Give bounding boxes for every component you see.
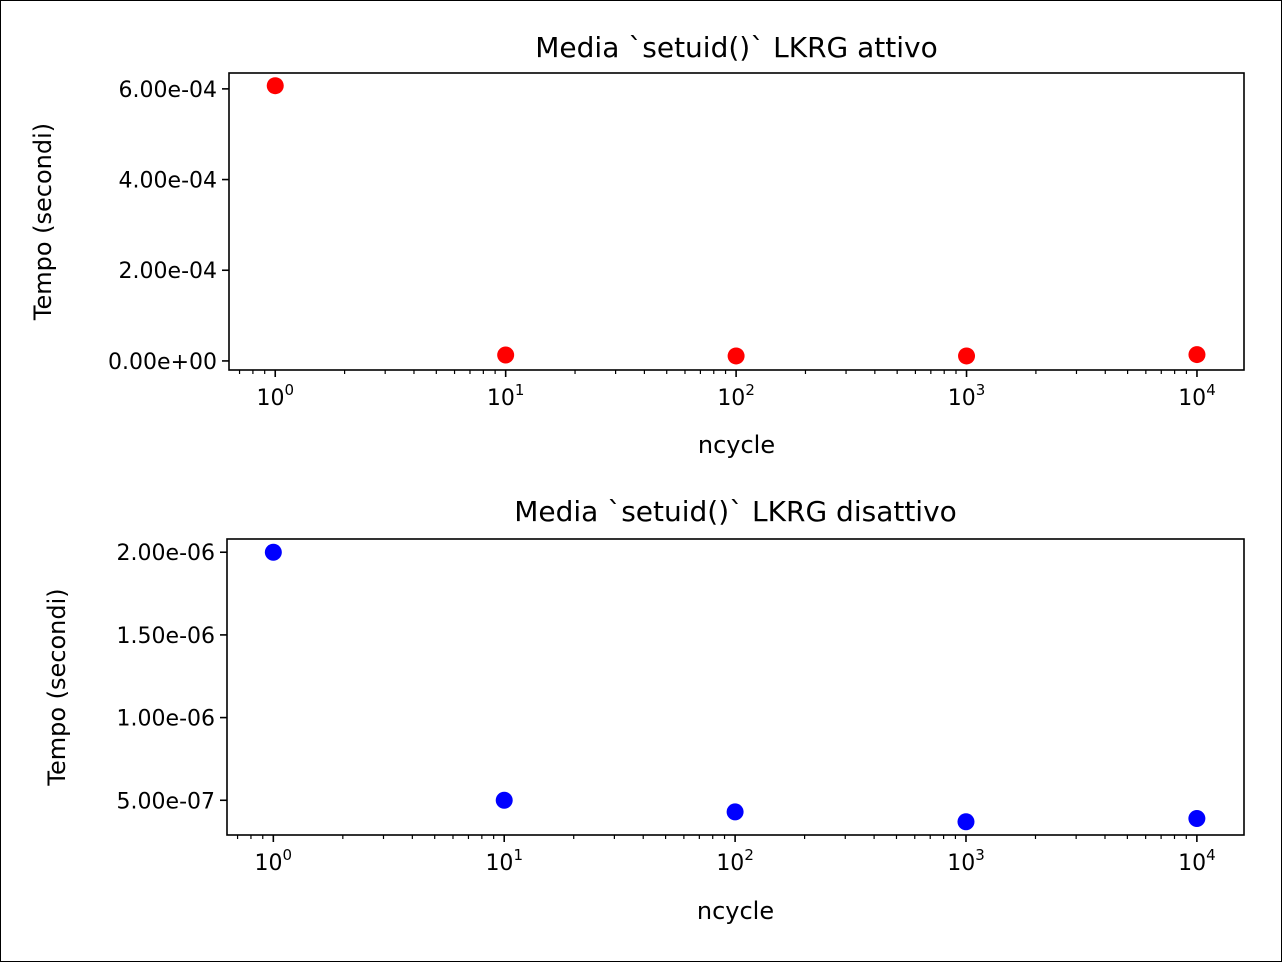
x-tick-label: 100 [256,381,294,411]
x-tick-label: 104 [1178,381,1216,411]
y-tick-label: 2.00e-06 [117,541,215,566]
y-axis-label: Tempo (secondi) [29,123,57,321]
plot-frame [228,72,1245,371]
x-tick-label: 103 [948,381,986,411]
x-tick-label: 100 [255,846,293,876]
data-point [1188,809,1206,827]
x-tick-label: 101 [487,381,525,411]
chart-title: Media `setuid()` LKRG disattivo [514,495,957,528]
subplot-1: Media `setuid()` LKRG attivo 100 101 102 103… [29,31,1245,459]
y-tick-label: 6.00e-04 [119,78,217,103]
data-point [1188,346,1206,364]
chart-title: Media `setuid()` LKRG attivo [535,31,937,64]
data-point [957,813,975,831]
y-tick-label: 5.00e-07 [117,789,215,814]
data-point [264,543,282,561]
data-point [266,77,284,95]
x-tick-label: 104 [1178,846,1216,876]
y-tick-label: 1.50e-06 [117,624,215,649]
x-tick-label: 103 [947,846,985,876]
data-point [497,346,515,364]
x-tick-label: 102 [717,381,755,411]
y-tick-label: 0.00e+00 [108,350,217,375]
x-tick-label: 102 [716,846,754,876]
data-point [727,347,745,365]
data-point [495,791,513,809]
x-axis-label: ncycle [697,897,774,925]
y-tick-label: 1.00e-06 [117,707,215,732]
data-point [958,347,976,365]
y-tick-label: 4.00e-04 [119,169,217,194]
data-point [726,803,744,821]
subplot-2: Media `setuid()` LKRG disattivo 100 101 102… [43,495,1245,925]
x-axis-label: ncycle [698,431,775,459]
x-tick-label: 101 [485,846,523,876]
y-axis-label: Tempo (secondi) [43,588,71,786]
y-tick-label: 2.00e-04 [119,259,217,284]
plot-frame [226,538,1245,836]
